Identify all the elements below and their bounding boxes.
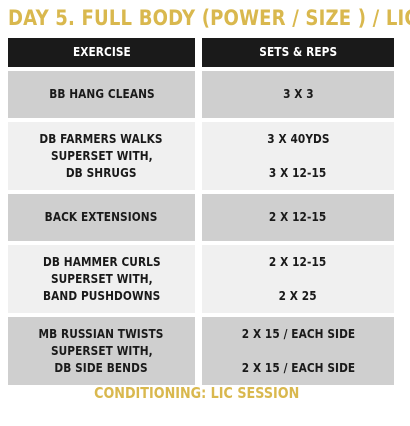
sets-cell: 3 X 40YDS 3 X 12-15 [202, 122, 394, 190]
table-row: BB HANG CLEANS 3 X 3 [8, 71, 394, 118]
workout-table: EXERCISE SETS & REPS BB HANG CLEANS 3 X … [8, 38, 394, 389]
table-row: DB FARMERS WALKS SUPERSET WITH, DB SHRUG… [8, 122, 394, 190]
page-title: DAY 5. FULL BODY (POWER / SIZE ) / LIC [8, 6, 410, 30]
table-row: MB RUSSIAN TWISTS SUPERSET WITH, DB SIDE… [8, 317, 394, 385]
table-row: DB HAMMER CURLS SUPERSET WITH, BAND PUSH… [8, 245, 394, 313]
header-exercise: EXERCISE [8, 38, 195, 67]
exercise-cell: DB FARMERS WALKS SUPERSET WITH, DB SHRUG… [8, 122, 195, 190]
exercise-cell: DB HAMMER CURLS SUPERSET WITH, BAND PUSH… [8, 245, 195, 313]
sets-cell: 2 X 15 / EACH SIDE 2 X 15 / EACH SIDE [202, 317, 394, 385]
sets-cell: 2 X 12-15 [202, 194, 394, 241]
header-sets-reps: SETS & REPS [202, 38, 394, 67]
conditioning-note: CONDITIONING: LIC SESSION [94, 384, 300, 402]
sets-cell: 3 X 3 [202, 71, 394, 118]
exercise-cell: MB RUSSIAN TWISTS SUPERSET WITH, DB SIDE… [8, 317, 195, 385]
exercise-cell: BB HANG CLEANS [8, 71, 195, 118]
table-header-row: EXERCISE SETS & REPS [8, 38, 394, 67]
sets-cell: 2 X 12-15 2 X 25 [202, 245, 394, 313]
table-row: BACK EXTENSIONS 2 X 12-15 [8, 194, 394, 241]
exercise-cell: BACK EXTENSIONS [8, 194, 195, 241]
